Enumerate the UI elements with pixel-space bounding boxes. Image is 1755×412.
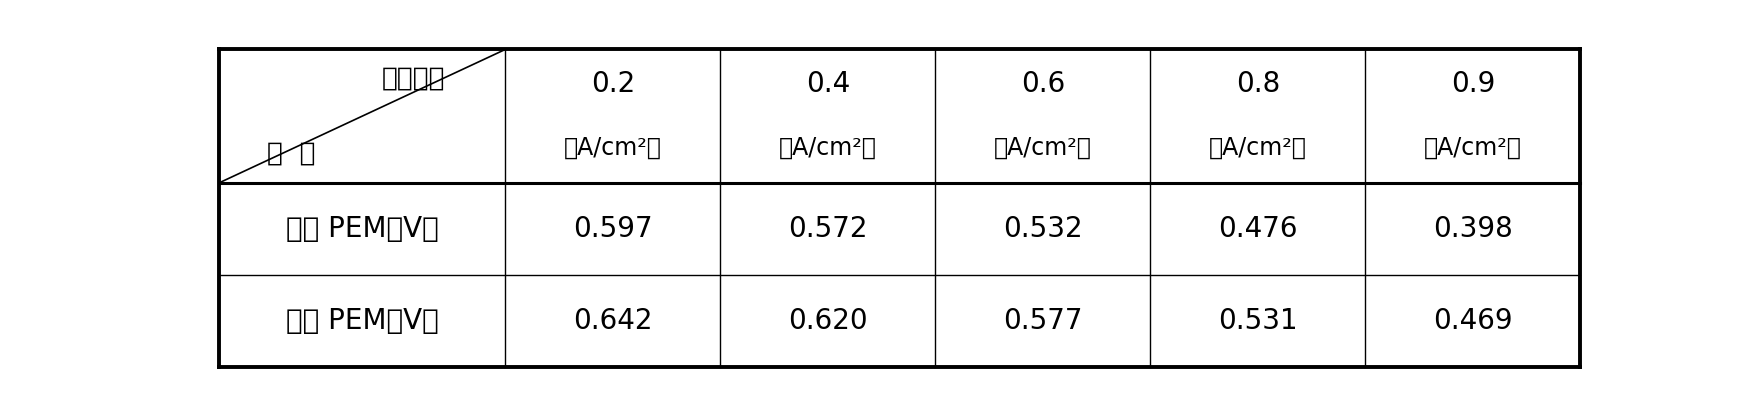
Text: 单层 PEM（V）: 单层 PEM（V） <box>286 215 439 243</box>
Text: 0.642: 0.642 <box>572 307 653 335</box>
Text: 0.6: 0.6 <box>1020 70 1064 98</box>
Text: 复层 PEM（V）: 复层 PEM（V） <box>286 307 439 335</box>
Text: 电流密度: 电流密度 <box>383 66 446 92</box>
Text: 0.577: 0.577 <box>1002 307 1083 335</box>
Text: （A/cm²）: （A/cm²） <box>993 136 1092 160</box>
Text: 0.8: 0.8 <box>1236 70 1279 98</box>
Text: 0.620: 0.620 <box>788 307 867 335</box>
Text: （A/cm²）: （A/cm²） <box>1207 136 1306 160</box>
Text: 0.9: 0.9 <box>1450 70 1494 98</box>
Text: 0.531: 0.531 <box>1218 307 1297 335</box>
Text: （A/cm²）: （A/cm²） <box>563 136 662 160</box>
Text: 电  压: 电 压 <box>267 140 314 166</box>
Text: 0.572: 0.572 <box>788 215 867 243</box>
Text: （A/cm²）: （A/cm²） <box>1423 136 1522 160</box>
Text: 0.2: 0.2 <box>590 70 635 98</box>
Text: 0.469: 0.469 <box>1432 307 1511 335</box>
Text: 0.532: 0.532 <box>1002 215 1083 243</box>
Text: 0.597: 0.597 <box>572 215 653 243</box>
Text: 0.4: 0.4 <box>806 70 849 98</box>
Text: （A/cm²）: （A/cm²） <box>779 136 876 160</box>
Text: 0.398: 0.398 <box>1432 215 1511 243</box>
Text: 0.476: 0.476 <box>1218 215 1297 243</box>
